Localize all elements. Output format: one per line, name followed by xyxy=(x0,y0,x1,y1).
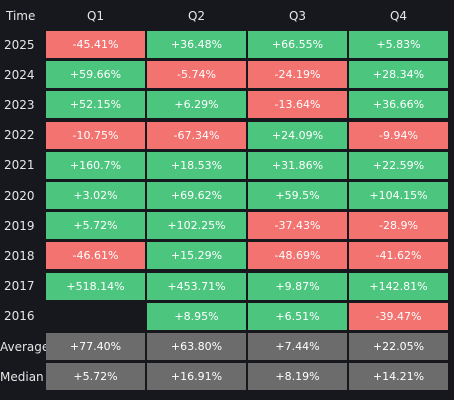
table-cell-2017-q3: +9.87% xyxy=(248,272,347,300)
table-cell-2024-q1: +59.66% xyxy=(46,61,145,89)
table-cell-2021-q4: +22.59% xyxy=(349,151,448,179)
table-cell-2024-q2: -5.74% xyxy=(147,61,246,89)
table-cell-2025-q1: -45.41% xyxy=(46,31,145,58)
row-label-2016: 2016 xyxy=(4,309,35,324)
table-cell-2021-q1: +160.7% xyxy=(46,151,145,179)
table-cell-2020-q4: +104.15% xyxy=(349,182,448,209)
table-cell-2022-q4: -9.94% xyxy=(349,121,448,149)
table-cell-2017-q2: +453.71% xyxy=(147,272,246,300)
table-cell-average-q4: +22.05% xyxy=(349,333,448,360)
table-cell-2023-q2: +6.29% xyxy=(147,91,246,119)
row-label-2018: 2018 xyxy=(4,248,35,263)
table-cell-average-q3: +7.44% xyxy=(248,333,347,360)
table-cell-2023-q4: +36.66% xyxy=(349,91,448,119)
column-header-q1: Q1 xyxy=(86,9,105,23)
table-cell-2024-q4: +28.34% xyxy=(349,61,448,89)
table-cell-2017-q1: +518.14% xyxy=(46,272,145,300)
table-cell-2022-q2: -67.34% xyxy=(147,121,246,149)
table-cell-2019-q4: -28.9% xyxy=(349,212,448,240)
table-cell-2016-q1 xyxy=(46,303,145,330)
table-cell-2024-q3: -24.19% xyxy=(248,61,347,89)
column-header-q2: Q2 xyxy=(187,9,206,23)
row-label-2017: 2017 xyxy=(4,279,35,294)
corner-header: Time xyxy=(6,9,36,23)
table-cell-2022-q1: -10.75% xyxy=(46,121,145,149)
table-cell-2023-q1: +52.15% xyxy=(46,91,145,119)
table-cell-2025-q4: +5.83% xyxy=(349,31,448,58)
table-cell-2020-q1: +3.02% xyxy=(46,182,145,209)
row-label-2023: 2023 xyxy=(4,97,35,112)
table-cell-2018-q2: +15.29% xyxy=(147,242,246,270)
table-cell-2019-q2: +102.25% xyxy=(147,212,246,240)
table-cell-2020-q2: +69.62% xyxy=(147,182,246,209)
table-cell-median-q3: +8.19% xyxy=(248,363,347,391)
table-cell-2025-q2: +36.48% xyxy=(147,31,246,58)
row-label-2019: 2019 xyxy=(4,218,35,233)
row-label-2020: 2020 xyxy=(4,188,35,203)
table-cell-2019-q1: +5.72% xyxy=(46,212,145,240)
table-cell-median-q1: +5.72% xyxy=(46,363,145,391)
table-cell-2025-q3: +66.55% xyxy=(248,31,347,58)
table-cell-average-q1: +77.40% xyxy=(46,333,145,360)
table-cell-2017-q4: +142.81% xyxy=(349,272,448,300)
table-cell-2021-q3: +31.86% xyxy=(248,151,347,179)
column-header-q4: Q4 xyxy=(389,9,408,23)
table-cell-average-q2: +63.80% xyxy=(147,333,246,360)
row-label-2024: 2024 xyxy=(4,67,35,82)
column-header-q3: Q3 xyxy=(288,9,307,23)
table-cell-2020-q3: +59.5% xyxy=(248,182,347,209)
table-cell-2018-q1: -46.61% xyxy=(46,242,145,270)
table-cell-2019-q3: -37.43% xyxy=(248,212,347,240)
row-label-2025: 2025 xyxy=(4,37,35,52)
table-cell-median-q4: +14.21% xyxy=(349,363,448,391)
row-label-median: Median xyxy=(0,369,44,384)
row-label-2021: 2021 xyxy=(4,158,35,173)
table-cell-2022-q3: +24.09% xyxy=(248,121,347,149)
table-cell-2023-q3: -13.64% xyxy=(248,91,347,119)
table-cell-2018-q4: -41.62% xyxy=(349,242,448,270)
table-cell-2016-q4: -39.47% xyxy=(349,302,448,330)
row-label-2022: 2022 xyxy=(4,128,35,143)
table-cell-2018-q3: -48.69% xyxy=(248,242,347,270)
table-cell-2021-q2: +18.53% xyxy=(147,151,246,179)
table-cell-2016-q2: +8.95% xyxy=(147,302,246,330)
row-label-average: Average xyxy=(0,339,50,354)
table-cell-2016-q3: +6.51% xyxy=(248,302,347,330)
table-cell-median-q2: +16.91% xyxy=(147,363,246,391)
